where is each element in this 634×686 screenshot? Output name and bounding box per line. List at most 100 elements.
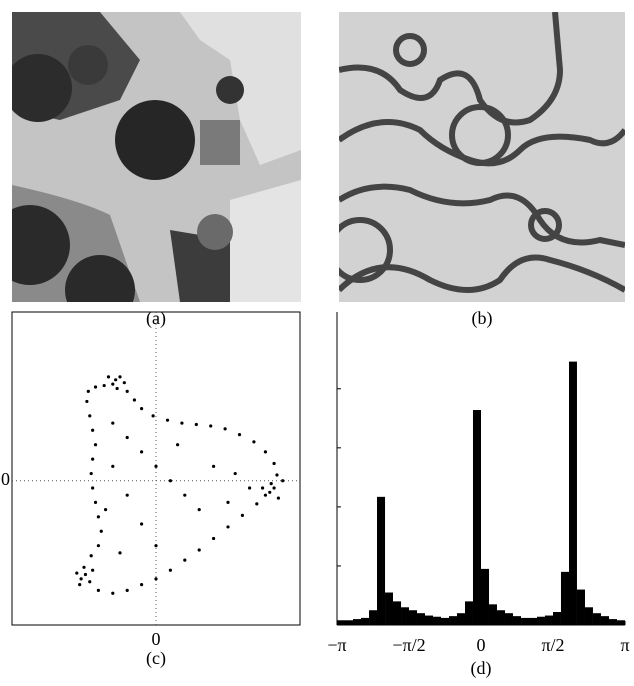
point <box>118 375 122 379</box>
point <box>263 493 268 497</box>
point <box>140 450 144 454</box>
caption: (c) <box>146 648 166 669</box>
point <box>102 383 106 388</box>
bar <box>609 619 617 625</box>
point <box>86 389 90 393</box>
bar <box>481 568 490 625</box>
x-tick-label: 0 <box>477 635 486 655</box>
bar <box>505 613 513 625</box>
bar <box>385 592 394 625</box>
point <box>168 568 172 572</box>
bar <box>409 610 418 625</box>
point <box>263 450 268 454</box>
point <box>212 536 216 541</box>
x-tick-label: 0 <box>152 629 161 649</box>
point <box>165 418 170 422</box>
point <box>226 500 230 504</box>
bar <box>449 616 457 625</box>
point <box>89 554 93 558</box>
point <box>118 551 122 555</box>
point <box>93 500 98 504</box>
bar <box>616 620 625 625</box>
caption: (b) <box>472 308 493 329</box>
caption: (d) <box>471 658 492 679</box>
point <box>255 502 259 506</box>
caption: (a) <box>146 308 166 329</box>
point <box>226 525 230 529</box>
point <box>154 577 158 581</box>
point <box>272 461 276 466</box>
point <box>276 496 280 500</box>
bar <box>393 601 402 625</box>
point <box>140 583 144 587</box>
point <box>125 588 129 592</box>
point <box>91 568 95 572</box>
point <box>96 588 100 592</box>
bar <box>576 589 585 625</box>
point <box>83 572 88 577</box>
point <box>269 482 273 486</box>
bar <box>568 361 577 625</box>
bar <box>465 601 473 625</box>
point <box>237 433 242 437</box>
bar <box>440 617 450 625</box>
point <box>275 473 279 477</box>
point <box>96 544 100 548</box>
bar <box>424 615 434 625</box>
bar <box>377 496 386 625</box>
point <box>111 382 115 386</box>
bar <box>521 617 529 625</box>
point <box>88 580 92 584</box>
point <box>176 443 180 447</box>
point <box>252 440 256 444</box>
bar <box>592 613 601 625</box>
bar <box>584 607 593 625</box>
point <box>209 424 213 428</box>
bar <box>337 620 346 625</box>
bar <box>528 617 538 625</box>
y-tick-label: 0 <box>1 469 10 489</box>
bar <box>537 616 545 625</box>
point <box>104 508 108 512</box>
bar <box>433 616 441 625</box>
point <box>140 522 144 526</box>
bar <box>512 616 522 625</box>
point <box>111 421 115 425</box>
point <box>91 428 95 432</box>
point <box>233 471 237 476</box>
point <box>223 427 227 431</box>
point <box>154 544 158 548</box>
bar <box>345 620 353 625</box>
point <box>240 513 244 517</box>
bar <box>361 617 370 625</box>
panel-b-image <box>339 12 625 302</box>
point <box>93 443 98 447</box>
point <box>194 422 198 427</box>
point <box>260 486 265 490</box>
point <box>125 493 129 497</box>
bar <box>417 613 425 625</box>
bar <box>553 612 561 625</box>
point <box>268 490 272 494</box>
point <box>89 471 93 476</box>
point <box>122 381 126 385</box>
panel-a-image <box>12 12 301 302</box>
point <box>111 464 115 468</box>
point <box>114 378 118 382</box>
point <box>85 399 89 404</box>
point <box>91 457 95 461</box>
point <box>132 398 136 402</box>
point <box>125 389 129 393</box>
bar <box>544 615 553 625</box>
point <box>93 385 98 389</box>
point <box>248 486 252 490</box>
point <box>79 577 83 581</box>
point <box>183 493 187 497</box>
point <box>125 435 129 440</box>
point <box>75 571 79 575</box>
point <box>96 515 100 519</box>
point <box>78 583 82 587</box>
point <box>140 407 144 411</box>
x-tick-label: −π <box>327 635 346 655</box>
